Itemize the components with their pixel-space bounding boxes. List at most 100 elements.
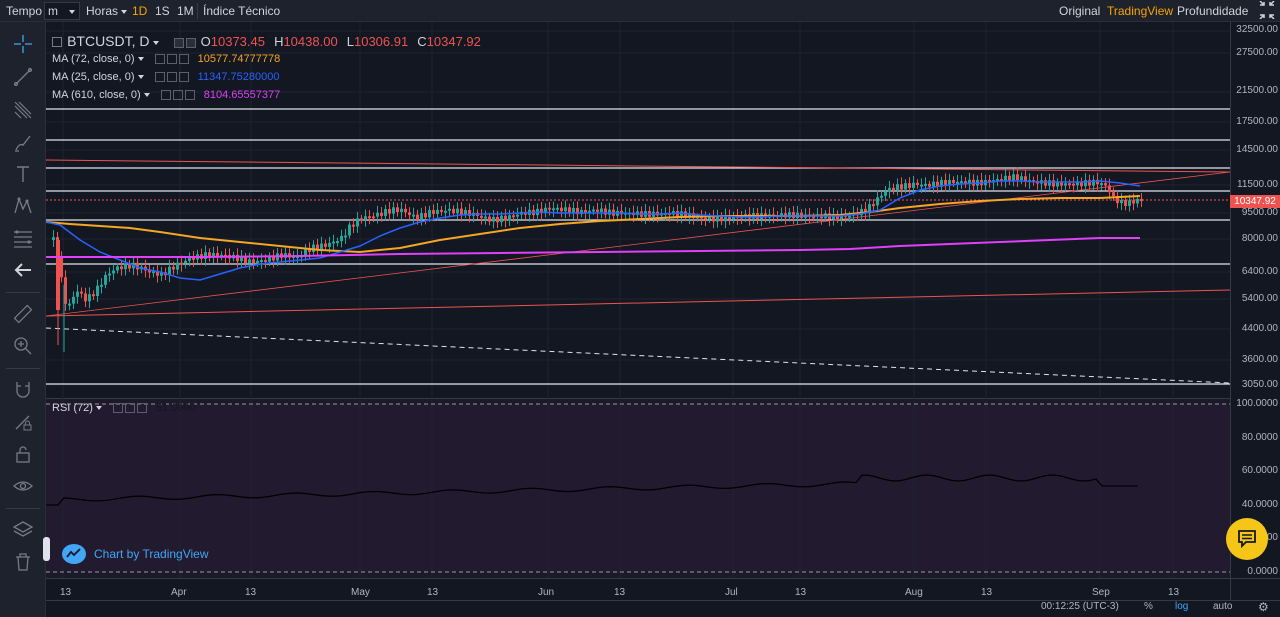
divider bbox=[197, 3, 198, 19]
back-arrow-icon[interactable] bbox=[11, 258, 35, 282]
candle-body bbox=[848, 215, 851, 218]
settings-icon[interactable] bbox=[125, 403, 136, 414]
candle-body bbox=[252, 259, 255, 264]
chevron-down-icon[interactable] bbox=[152, 41, 159, 46]
divider bbox=[6, 368, 40, 369]
candle-body bbox=[328, 242, 331, 247]
rsi-label[interactable]: RSI (72) bbox=[52, 402, 93, 414]
settings-icon[interactable] bbox=[166, 54, 177, 65]
candle-body bbox=[1064, 183, 1067, 186]
close-icon[interactable] bbox=[178, 72, 189, 83]
interval-1s[interactable]: 1S bbox=[155, 4, 170, 18]
candle-body bbox=[716, 215, 719, 222]
lock-draw-icon[interactable] bbox=[11, 410, 35, 434]
settings-icon[interactable] bbox=[166, 72, 177, 83]
candle-body bbox=[904, 183, 907, 190]
time-tick: 13 bbox=[60, 587, 72, 598]
close-icon[interactable] bbox=[184, 90, 195, 101]
candle-body bbox=[456, 208, 459, 214]
log-toggle[interactable]: log bbox=[1175, 601, 1189, 612]
eye-icon[interactable] bbox=[113, 403, 124, 414]
settings-icon[interactable]: ⚙ bbox=[1258, 600, 1269, 614]
layers-icon[interactable] bbox=[11, 518, 35, 542]
indicators-button[interactable]: Índice Técnico bbox=[203, 4, 281, 18]
magnet-icon[interactable] bbox=[11, 378, 35, 402]
ma72-label[interactable]: MA (72, close, 0) bbox=[52, 53, 135, 65]
candle-body bbox=[452, 208, 455, 214]
horas-dropdown[interactable]: Horas bbox=[82, 2, 131, 20]
eye-icon[interactable] bbox=[11, 474, 35, 498]
settings-icon[interactable] bbox=[185, 38, 196, 49]
candle-body bbox=[116, 266, 119, 271]
candle-body bbox=[436, 209, 439, 214]
candle-body bbox=[340, 235, 343, 242]
ma25-line bbox=[45, 180, 1141, 281]
candle-body bbox=[592, 209, 595, 212]
crosshair-icon[interactable] bbox=[11, 32, 35, 56]
candle-body bbox=[368, 216, 371, 219]
symbol-name[interactable]: BTCUSDT, D bbox=[67, 33, 150, 49]
chevron-down-icon[interactable] bbox=[137, 57, 144, 62]
percent-toggle[interactable]: % bbox=[1144, 601, 1153, 612]
zoom-in-icon[interactable] bbox=[11, 334, 35, 358]
tradingview-watermark[interactable]: Chart by TradingView bbox=[62, 543, 209, 565]
top-toolbar: Tempo m Horas 1D 1S 1M Índice Técnico Or… bbox=[0, 0, 1280, 22]
brush-icon[interactable] bbox=[11, 131, 35, 155]
candle-body bbox=[172, 266, 175, 270]
trendline-icon[interactable] bbox=[11, 65, 35, 89]
fullscreen-icon[interactable] bbox=[1255, 0, 1279, 20]
settings-icon[interactable] bbox=[172, 90, 183, 101]
candle-body bbox=[688, 213, 691, 218]
candle-body bbox=[1128, 200, 1131, 206]
price-tick: 17500.00 bbox=[1236, 116, 1278, 127]
ma610-label[interactable]: MA (610, close, 0) bbox=[52, 89, 141, 101]
time-tick: Aug bbox=[905, 587, 923, 598]
chevron-down-icon[interactable] bbox=[137, 75, 144, 80]
candle-body bbox=[516, 214, 519, 217]
ruler-icon[interactable] bbox=[11, 302, 35, 326]
lock-icon[interactable] bbox=[11, 442, 35, 466]
candle-body bbox=[500, 215, 503, 223]
candle-body bbox=[388, 209, 391, 214]
chevron-down-icon[interactable] bbox=[143, 93, 150, 98]
candle-body bbox=[336, 241, 339, 244]
candle-body bbox=[212, 252, 215, 258]
candle-body bbox=[156, 271, 159, 276]
view-original[interactable]: Original bbox=[1059, 4, 1101, 18]
candle-body bbox=[444, 210, 447, 213]
view-profundidade[interactable]: Profundidade bbox=[1177, 4, 1249, 18]
candle-body bbox=[964, 181, 967, 184]
pitchfork-icon[interactable] bbox=[11, 98, 35, 122]
candle-body bbox=[320, 243, 323, 250]
clock-timezone[interactable]: 00:12:25 (UTC-3) bbox=[1041, 601, 1119, 612]
fib-icon[interactable] bbox=[11, 226, 35, 250]
candle-body bbox=[404, 208, 407, 213]
candle-body bbox=[1024, 176, 1027, 182]
candle-body bbox=[608, 209, 611, 215]
toolbar-collapse-handle[interactable] bbox=[43, 537, 50, 561]
interval-1d[interactable]: 1D bbox=[132, 4, 148, 18]
text-icon[interactable] bbox=[11, 162, 35, 186]
candle-body bbox=[184, 260, 187, 264]
candle-body bbox=[1052, 180, 1055, 187]
collapse-legend-icon[interactable] bbox=[52, 37, 62, 47]
eye-icon[interactable] bbox=[173, 38, 184, 49]
chat-button[interactable] bbox=[1226, 518, 1268, 560]
eye-icon[interactable] bbox=[154, 54, 165, 65]
interval-select[interactable]: m bbox=[44, 2, 80, 20]
ma25-label[interactable]: MA (25, close, 0) bbox=[52, 71, 135, 83]
auto-toggle[interactable]: auto bbox=[1213, 601, 1233, 612]
eye-icon[interactable] bbox=[160, 90, 171, 101]
interval-1m[interactable]: 1M bbox=[177, 4, 194, 18]
trash-icon[interactable] bbox=[11, 550, 35, 574]
eye-icon[interactable] bbox=[154, 72, 165, 83]
close-icon[interactable] bbox=[178, 54, 189, 65]
candle-body bbox=[724, 215, 727, 222]
candle-body bbox=[360, 218, 363, 221]
view-tradingview[interactable]: TradingView bbox=[1107, 4, 1174, 18]
pattern-icon[interactable] bbox=[11, 194, 35, 218]
close-icon[interactable] bbox=[137, 403, 148, 414]
chevron-down-icon[interactable] bbox=[95, 406, 102, 411]
candle-body bbox=[180, 262, 183, 265]
